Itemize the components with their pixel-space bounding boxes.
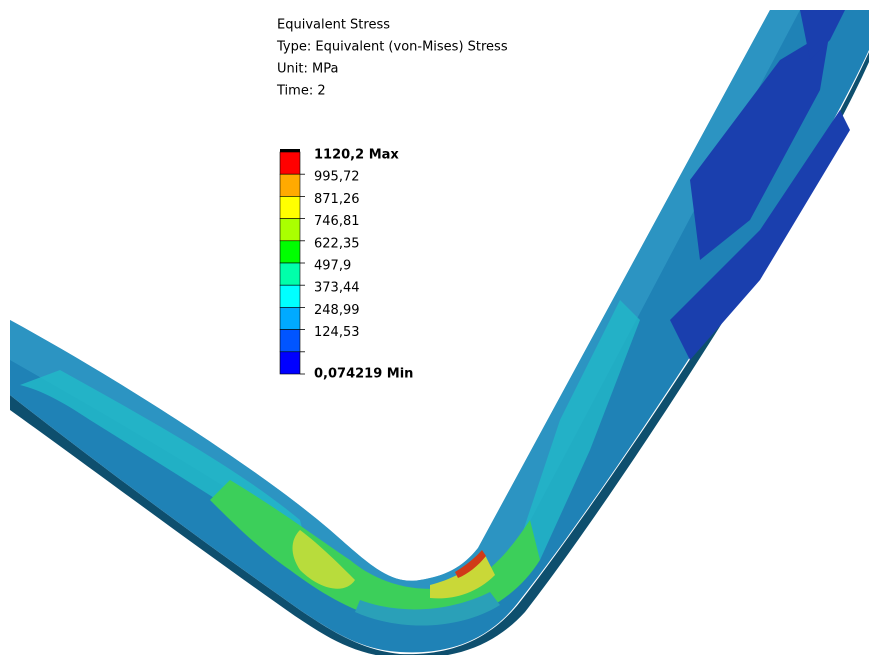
page: {"header": {"lines": ["Equivalent Stress… [0,0,869,655]
header: Equivalent Stress Type: Equivalent (von-M… [276,18,508,99]
legend-band [280,285,300,307]
legend-label: 995,72 [314,170,360,185]
legend-band [280,152,300,174]
viewport: Equivalent Stress Type: Equivalent (von-M… [0,0,869,655]
legend-label: 0,074219 Min [314,367,413,382]
legend-label: 746,81 [314,214,360,229]
header-line: Time: 2 [276,84,326,99]
legend-band [280,196,300,218]
legend-label: 1120,2 Max [314,148,399,163]
header-line: Unit: MPa [277,62,338,77]
legend-label: 248,99 [314,303,360,318]
legend-band [280,352,300,374]
model [10,10,869,655]
legend-band [280,330,300,352]
legend: 1120,2 Max 995,72 871,26 746,81 622,35 497,9 3… [280,148,413,382]
legend-label: 622,35 [314,236,360,251]
legend-label: 871,26 [314,192,360,207]
legend-band [280,219,300,241]
legend-band [280,263,300,285]
legend-band [280,307,300,329]
legend-band [280,241,300,263]
header-line: Type: Equivalent (von-Mises) Stress [276,40,508,55]
header-line: Equivalent Stress [277,18,390,33]
legend-band [280,174,300,196]
legend-label: 373,44 [314,281,360,296]
legend-label: 497,9 [314,259,351,274]
legend-label: 124,53 [314,325,360,340]
